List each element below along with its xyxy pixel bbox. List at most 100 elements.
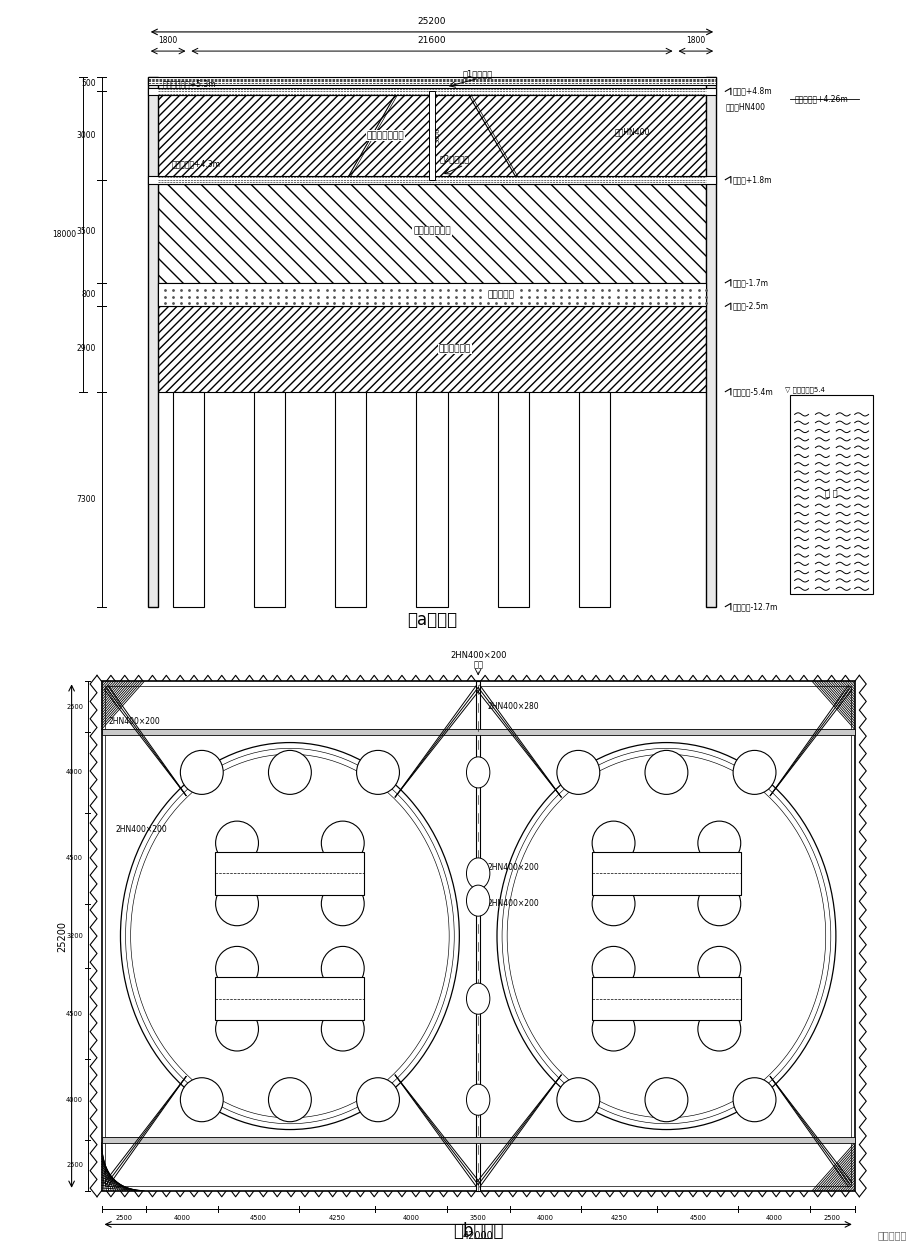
Text: 钢板桩底-12.7m: 钢板桩底-12.7m <box>732 602 778 611</box>
Bar <box>102 729 855 735</box>
Ellipse shape <box>698 881 741 925</box>
Text: 4000: 4000 <box>67 1097 83 1103</box>
Text: 3000: 3000 <box>77 131 96 140</box>
Text: 第一层承台浇筑: 第一层承台浇筑 <box>413 227 451 235</box>
Bar <box>335 392 367 606</box>
Text: 3200: 3200 <box>67 933 83 939</box>
Text: 3500: 3500 <box>77 227 96 235</box>
Bar <box>471 995 485 1002</box>
Text: 4000: 4000 <box>765 1216 783 1221</box>
Text: 7300: 7300 <box>77 495 96 503</box>
Bar <box>148 76 716 85</box>
Text: 竖杆HN400: 竖杆HN400 <box>644 1009 679 1018</box>
Bar <box>471 870 485 876</box>
Ellipse shape <box>592 821 635 865</box>
Text: 封底混凝土: 封底混凝土 <box>488 290 515 299</box>
Text: 承台顶标高+4.3m: 承台顶标高+4.3m <box>172 159 221 168</box>
Ellipse shape <box>322 947 364 990</box>
Bar <box>417 392 447 606</box>
Text: 2HN400×200: 2HN400×200 <box>488 899 540 908</box>
Text: 25200: 25200 <box>57 920 67 952</box>
Text: （a）立面: （a）立面 <box>407 611 457 629</box>
Text: 21600: 21600 <box>418 36 446 45</box>
Text: 42000: 42000 <box>463 1231 493 1241</box>
Text: 18000: 18000 <box>52 229 76 239</box>
Text: 2500: 2500 <box>824 1216 841 1221</box>
Text: ▽ 河床标高－5.4: ▽ 河床标高－5.4 <box>785 387 825 393</box>
Ellipse shape <box>698 821 741 865</box>
Bar <box>706 76 716 606</box>
Text: 2HN400×200: 2HN400×200 <box>450 651 506 660</box>
Text: 4500: 4500 <box>250 1216 267 1221</box>
Ellipse shape <box>592 947 635 990</box>
Text: 500: 500 <box>81 79 96 89</box>
Bar <box>148 88 716 95</box>
Text: 设计高水位+4.26m: 设计高水位+4.26m <box>795 94 848 104</box>
Bar <box>592 853 741 895</box>
Bar <box>254 392 286 606</box>
Bar <box>158 307 706 392</box>
Ellipse shape <box>645 1078 687 1122</box>
Text: 钢板顶面标高+5.3m: 钢板顶面标高+5.3m <box>163 80 216 89</box>
Text: 2500: 2500 <box>67 1162 83 1168</box>
Text: 4000: 4000 <box>174 1216 191 1221</box>
Text: 4500: 4500 <box>689 1216 706 1221</box>
Ellipse shape <box>269 1078 311 1122</box>
Bar <box>578 392 610 606</box>
Text: 4250: 4250 <box>328 1216 346 1221</box>
Bar <box>790 394 873 593</box>
Ellipse shape <box>180 1078 224 1122</box>
Text: 斜杆HN400: 斜杆HN400 <box>615 128 650 136</box>
Text: 拉森钢板桩: 拉森钢板桩 <box>878 1229 907 1239</box>
Text: 第二层+1.8m: 第二层+1.8m <box>732 175 772 184</box>
Ellipse shape <box>357 1078 399 1122</box>
Text: 第2层内支撑: 第2层内支撑 <box>440 155 470 164</box>
Text: 第一层+4.8m: 第一层+4.8m <box>732 86 772 96</box>
Ellipse shape <box>645 750 687 794</box>
Bar <box>471 769 485 775</box>
Bar <box>471 1097 485 1103</box>
Ellipse shape <box>322 881 364 925</box>
Ellipse shape <box>215 1007 259 1050</box>
Ellipse shape <box>698 1007 741 1050</box>
Circle shape <box>467 858 490 889</box>
Text: 回填土（砂）: 回填土（砂） <box>439 344 471 353</box>
Text: 3000: 3000 <box>436 128 441 143</box>
Text: 4500: 4500 <box>67 1010 83 1017</box>
Bar <box>215 978 364 1020</box>
Text: 围檩: 围檩 <box>473 660 483 669</box>
Text: 封底底-2.5m: 封底底-2.5m <box>732 302 768 310</box>
Text: 25200: 25200 <box>418 16 446 25</box>
Bar <box>471 898 485 904</box>
Ellipse shape <box>357 750 399 794</box>
Ellipse shape <box>269 750 311 794</box>
Text: 2HN400×200: 2HN400×200 <box>116 825 167 834</box>
Bar <box>158 95 706 180</box>
Text: 第二层承台浇筑: 第二层承台浇筑 <box>367 131 405 140</box>
Text: 竖杆HN400: 竖杆HN400 <box>268 1009 303 1018</box>
Ellipse shape <box>733 1078 776 1122</box>
Text: （b）平面: （b）平面 <box>453 1222 504 1239</box>
Ellipse shape <box>557 750 600 794</box>
Text: 2HN400×200: 2HN400×200 <box>109 717 161 726</box>
Text: 封底厚-1.7m: 封底厚-1.7m <box>732 278 768 287</box>
Text: 2HN400×200: 2HN400×200 <box>488 863 540 871</box>
Ellipse shape <box>698 947 741 990</box>
Circle shape <box>467 885 490 916</box>
Bar <box>158 283 706 307</box>
Circle shape <box>467 757 490 788</box>
Ellipse shape <box>733 750 776 794</box>
Bar <box>148 76 158 606</box>
Bar <box>497 392 529 606</box>
Text: 第1层内支撑: 第1层内支撑 <box>463 70 493 79</box>
Text: 3500: 3500 <box>469 1216 487 1221</box>
Text: 4250: 4250 <box>611 1216 628 1221</box>
Ellipse shape <box>215 947 259 990</box>
Bar <box>173 392 204 606</box>
Text: 2500: 2500 <box>116 1216 132 1221</box>
Circle shape <box>467 983 490 1014</box>
Text: 2HN400×280: 2HN400×280 <box>488 702 539 711</box>
Text: 4000: 4000 <box>67 770 83 775</box>
Text: 4000: 4000 <box>403 1216 419 1221</box>
Bar <box>158 184 706 283</box>
